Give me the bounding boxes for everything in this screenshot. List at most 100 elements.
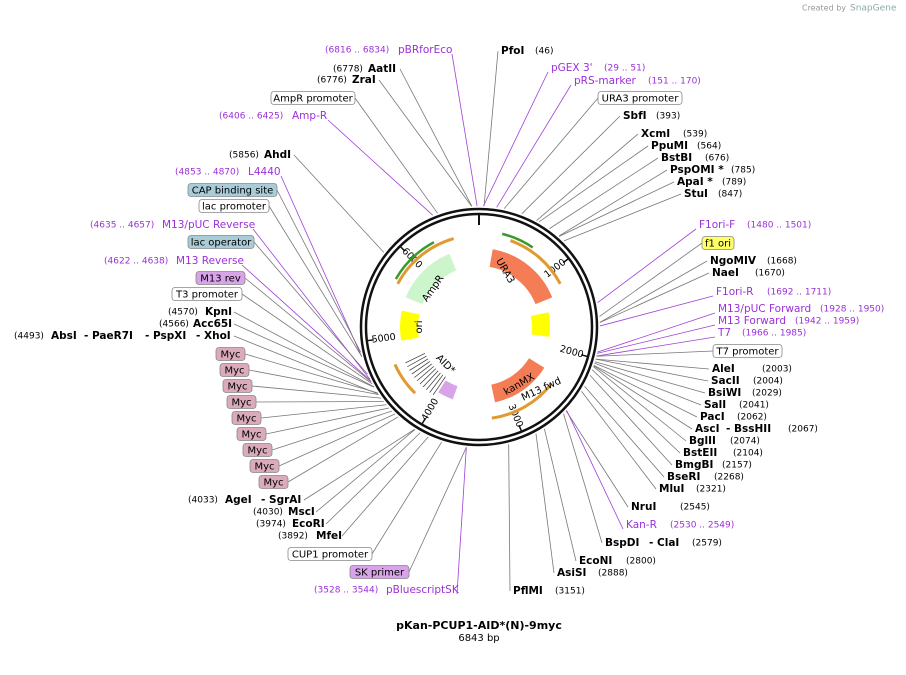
enzyme-name: ZraI xyxy=(352,74,376,86)
feature-label: Myc xyxy=(220,350,240,361)
feature-box xyxy=(242,443,273,457)
feature-box xyxy=(236,427,267,441)
enzyme-position: (1670) xyxy=(755,269,785,279)
feature-arc xyxy=(530,312,550,337)
leader-line xyxy=(581,391,657,490)
primer-name: pGEX 3' xyxy=(551,62,593,74)
leader-line xyxy=(549,157,659,229)
enzyme-name: Acc65I xyxy=(193,318,232,330)
enzyme-name: SalI xyxy=(704,399,726,411)
enzyme-name: AatII xyxy=(368,63,396,75)
primer-name: pRS-marker xyxy=(574,75,637,87)
leader-line xyxy=(535,433,555,574)
leader-line xyxy=(233,323,375,388)
feature-arc xyxy=(400,310,420,341)
leader-line xyxy=(599,260,708,323)
leader-line xyxy=(594,361,706,394)
leader-line xyxy=(233,311,374,388)
feature-box xyxy=(597,91,683,105)
enzyme-position: (2888) xyxy=(598,569,628,579)
feature-label: CUP1 promoter xyxy=(292,550,369,561)
primer-range: (4635 .. 4657) xyxy=(90,221,154,231)
leader-line xyxy=(536,133,639,221)
primer-name: Amp-R xyxy=(292,110,327,122)
map-feature-label: AID* xyxy=(433,353,457,377)
leader-line xyxy=(589,374,673,466)
primer-name: M13 Reverse xyxy=(176,255,244,267)
enzyme-position: (2041) xyxy=(739,401,769,411)
brand-created-by: Created by xyxy=(802,4,846,13)
feature-box xyxy=(701,236,735,250)
feature-label: f1 ori xyxy=(705,239,731,250)
leader-line xyxy=(253,241,368,375)
enzyme-name: MscI xyxy=(288,506,315,518)
leader-line xyxy=(271,410,393,451)
leader-line xyxy=(593,366,687,442)
orf-arc xyxy=(491,382,553,420)
primer-range: (6406 .. 6425) xyxy=(219,112,283,122)
primer-range: (1928 .. 1950) xyxy=(820,305,884,315)
enzyme-position: (539) xyxy=(683,130,707,140)
leader-line xyxy=(599,272,710,323)
ruler-label: 5000 xyxy=(371,332,396,346)
enzyme-name: PflMI xyxy=(513,585,543,597)
leader-line xyxy=(565,410,629,508)
ruler-label: 4000 xyxy=(420,397,442,423)
enzyme-position: (6778) xyxy=(333,65,363,75)
enzyme-name: MfeI xyxy=(316,530,342,542)
leader-line xyxy=(596,336,716,357)
enzyme-name: BspDI xyxy=(605,537,639,549)
enzyme-name: PpuMI xyxy=(651,140,688,152)
leader-line xyxy=(233,335,379,395)
leader-line xyxy=(287,416,399,483)
leader-line xyxy=(354,97,438,214)
enzyme-name: - BssHII xyxy=(726,423,771,435)
enzyme-position: (4566) xyxy=(159,320,189,330)
enzyme-position: (2157) xyxy=(722,461,752,471)
enzyme-position: (2104) xyxy=(733,449,763,459)
ruler-tick xyxy=(400,246,406,252)
leader-line xyxy=(503,97,599,209)
enzyme-name: KpnI xyxy=(205,306,232,318)
enzyme-name: PspOMI * xyxy=(670,164,724,176)
myc-tick xyxy=(416,366,434,382)
enzyme-position: (2074) xyxy=(730,437,760,447)
feature-box xyxy=(187,235,255,249)
ruler-tick xyxy=(581,354,588,358)
feature-box xyxy=(270,91,356,105)
feature-label: T7 promoter xyxy=(715,347,779,358)
enzyme-name: StuI xyxy=(684,188,708,200)
ruler-label: 3000 xyxy=(506,403,525,430)
enzyme-name: SacII xyxy=(711,375,740,387)
feature-box xyxy=(249,459,280,473)
enzyme-name: ApaI * xyxy=(677,176,713,188)
leader-line xyxy=(597,312,716,353)
primer-name: M13/pUC Reverse xyxy=(162,219,255,231)
enzyme-position: (1668) xyxy=(767,257,797,267)
orf-arc xyxy=(501,232,534,249)
enzyme-position: (847) xyxy=(718,190,742,200)
enzyme-name: - XhoI xyxy=(196,330,231,342)
orf-arc xyxy=(509,239,562,285)
feature-box xyxy=(171,287,243,301)
feature-box xyxy=(222,379,253,393)
leader-line xyxy=(241,264,371,382)
primer-range: (1942 .. 1959) xyxy=(795,317,859,327)
enzyme-position: (676) xyxy=(705,154,729,164)
enzyme-position: (4570) xyxy=(168,308,198,318)
primer-name: Kan-R xyxy=(626,519,657,531)
leader-line xyxy=(597,228,697,303)
enzyme-name: EcoNI xyxy=(579,555,612,567)
primer-name: F1ori-R xyxy=(716,286,753,298)
leader-line xyxy=(456,447,467,595)
enzyme-name: BmgBI xyxy=(675,459,713,471)
enzyme-name: - ClaI xyxy=(649,537,679,549)
leader-line xyxy=(483,71,549,207)
enzyme-position: (789) xyxy=(722,178,746,188)
myc-tick xyxy=(411,361,431,375)
ruler-tick xyxy=(367,339,374,342)
leader-line xyxy=(563,193,682,242)
ruler-tick xyxy=(562,258,569,264)
feature-label: Myc xyxy=(224,366,244,377)
leader-line xyxy=(596,350,714,357)
